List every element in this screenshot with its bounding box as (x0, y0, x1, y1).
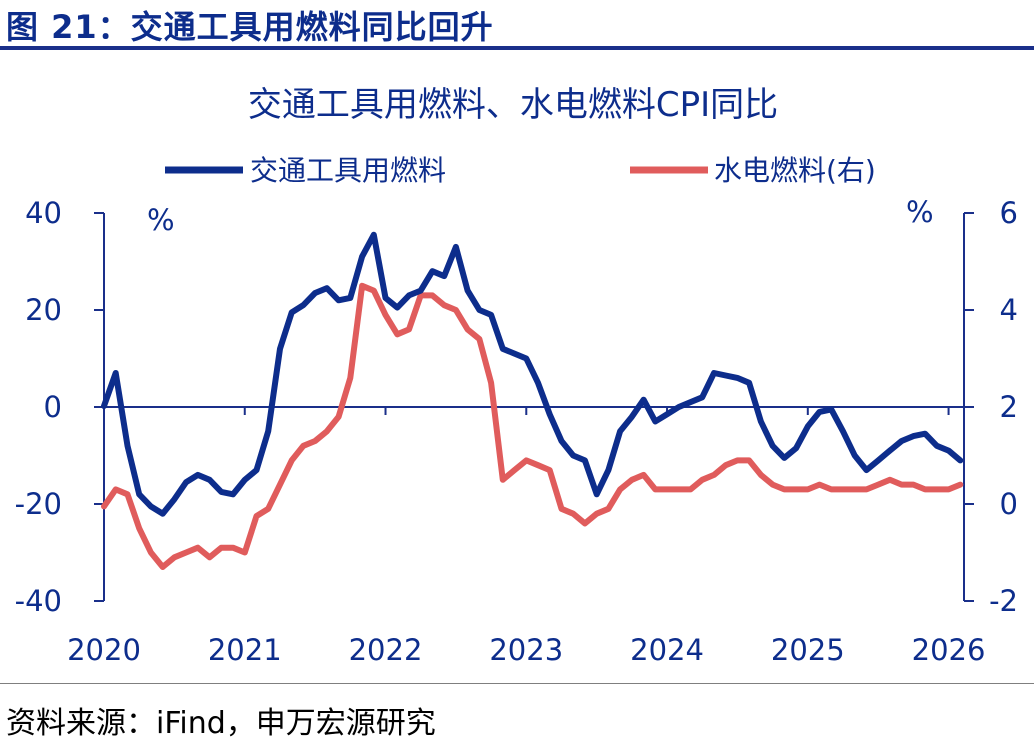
legend-label-utility: 水电燃料(右) (714, 154, 876, 187)
title-divider (0, 46, 1034, 50)
right-tick-label: 6 (1000, 196, 1018, 230)
series-line-utility (101, 282, 964, 570)
chart-title: 交通工具用燃料、水电燃料CPI同比 (248, 85, 778, 125)
left-axis-unit: % (147, 203, 175, 237)
left-tick-label: 40 (25, 196, 62, 230)
series-line-fuel (101, 231, 964, 517)
x-tick-label: 2025 (771, 633, 845, 667)
source-divider (0, 683, 1034, 684)
figure-title: 图 21：交通工具用燃料同比回升 (6, 8, 494, 46)
legend-label-fuel: 交通工具用燃料 (250, 154, 446, 187)
left-axis-ticks: 40 20 0 -20 -40 (15, 196, 104, 618)
right-tick-label: 0 (1000, 487, 1018, 521)
x-tick-label: 2020 (67, 633, 141, 667)
right-axis-ticks: 6 4 2 0 -2 (964, 196, 1018, 618)
legend: 交通工具用燃料 水电燃料(右) (165, 154, 876, 187)
left-tick-label: -40 (15, 584, 62, 618)
right-axis-unit: % (906, 195, 934, 229)
right-tick-label: -2 (989, 584, 1018, 618)
x-tick-label: 2022 (349, 633, 423, 667)
right-tick-label: 4 (1000, 293, 1018, 327)
x-tick-label: 2023 (489, 633, 563, 667)
left-tick-label: 20 (25, 293, 62, 327)
line-chart: 交通工具用燃料、水电燃料CPI同比 交通工具用燃料 水电燃料(右) % % 40… (15, 85, 1018, 667)
source-note: 资料来源：iFind，申万宏源研究 (6, 706, 436, 741)
right-tick-label: 2 (1000, 390, 1018, 424)
left-tick-label: -20 (15, 487, 62, 521)
x-axis-ticks: 2020 2021 2022 2023 2024 2025 2026 (67, 407, 985, 667)
series-layer (101, 231, 964, 570)
x-tick-label: 2026 (912, 633, 986, 667)
x-tick-label: 2024 (630, 633, 704, 667)
x-tick-label: 2021 (208, 633, 282, 667)
axes (103, 213, 965, 601)
left-tick-label: 0 (44, 390, 62, 424)
